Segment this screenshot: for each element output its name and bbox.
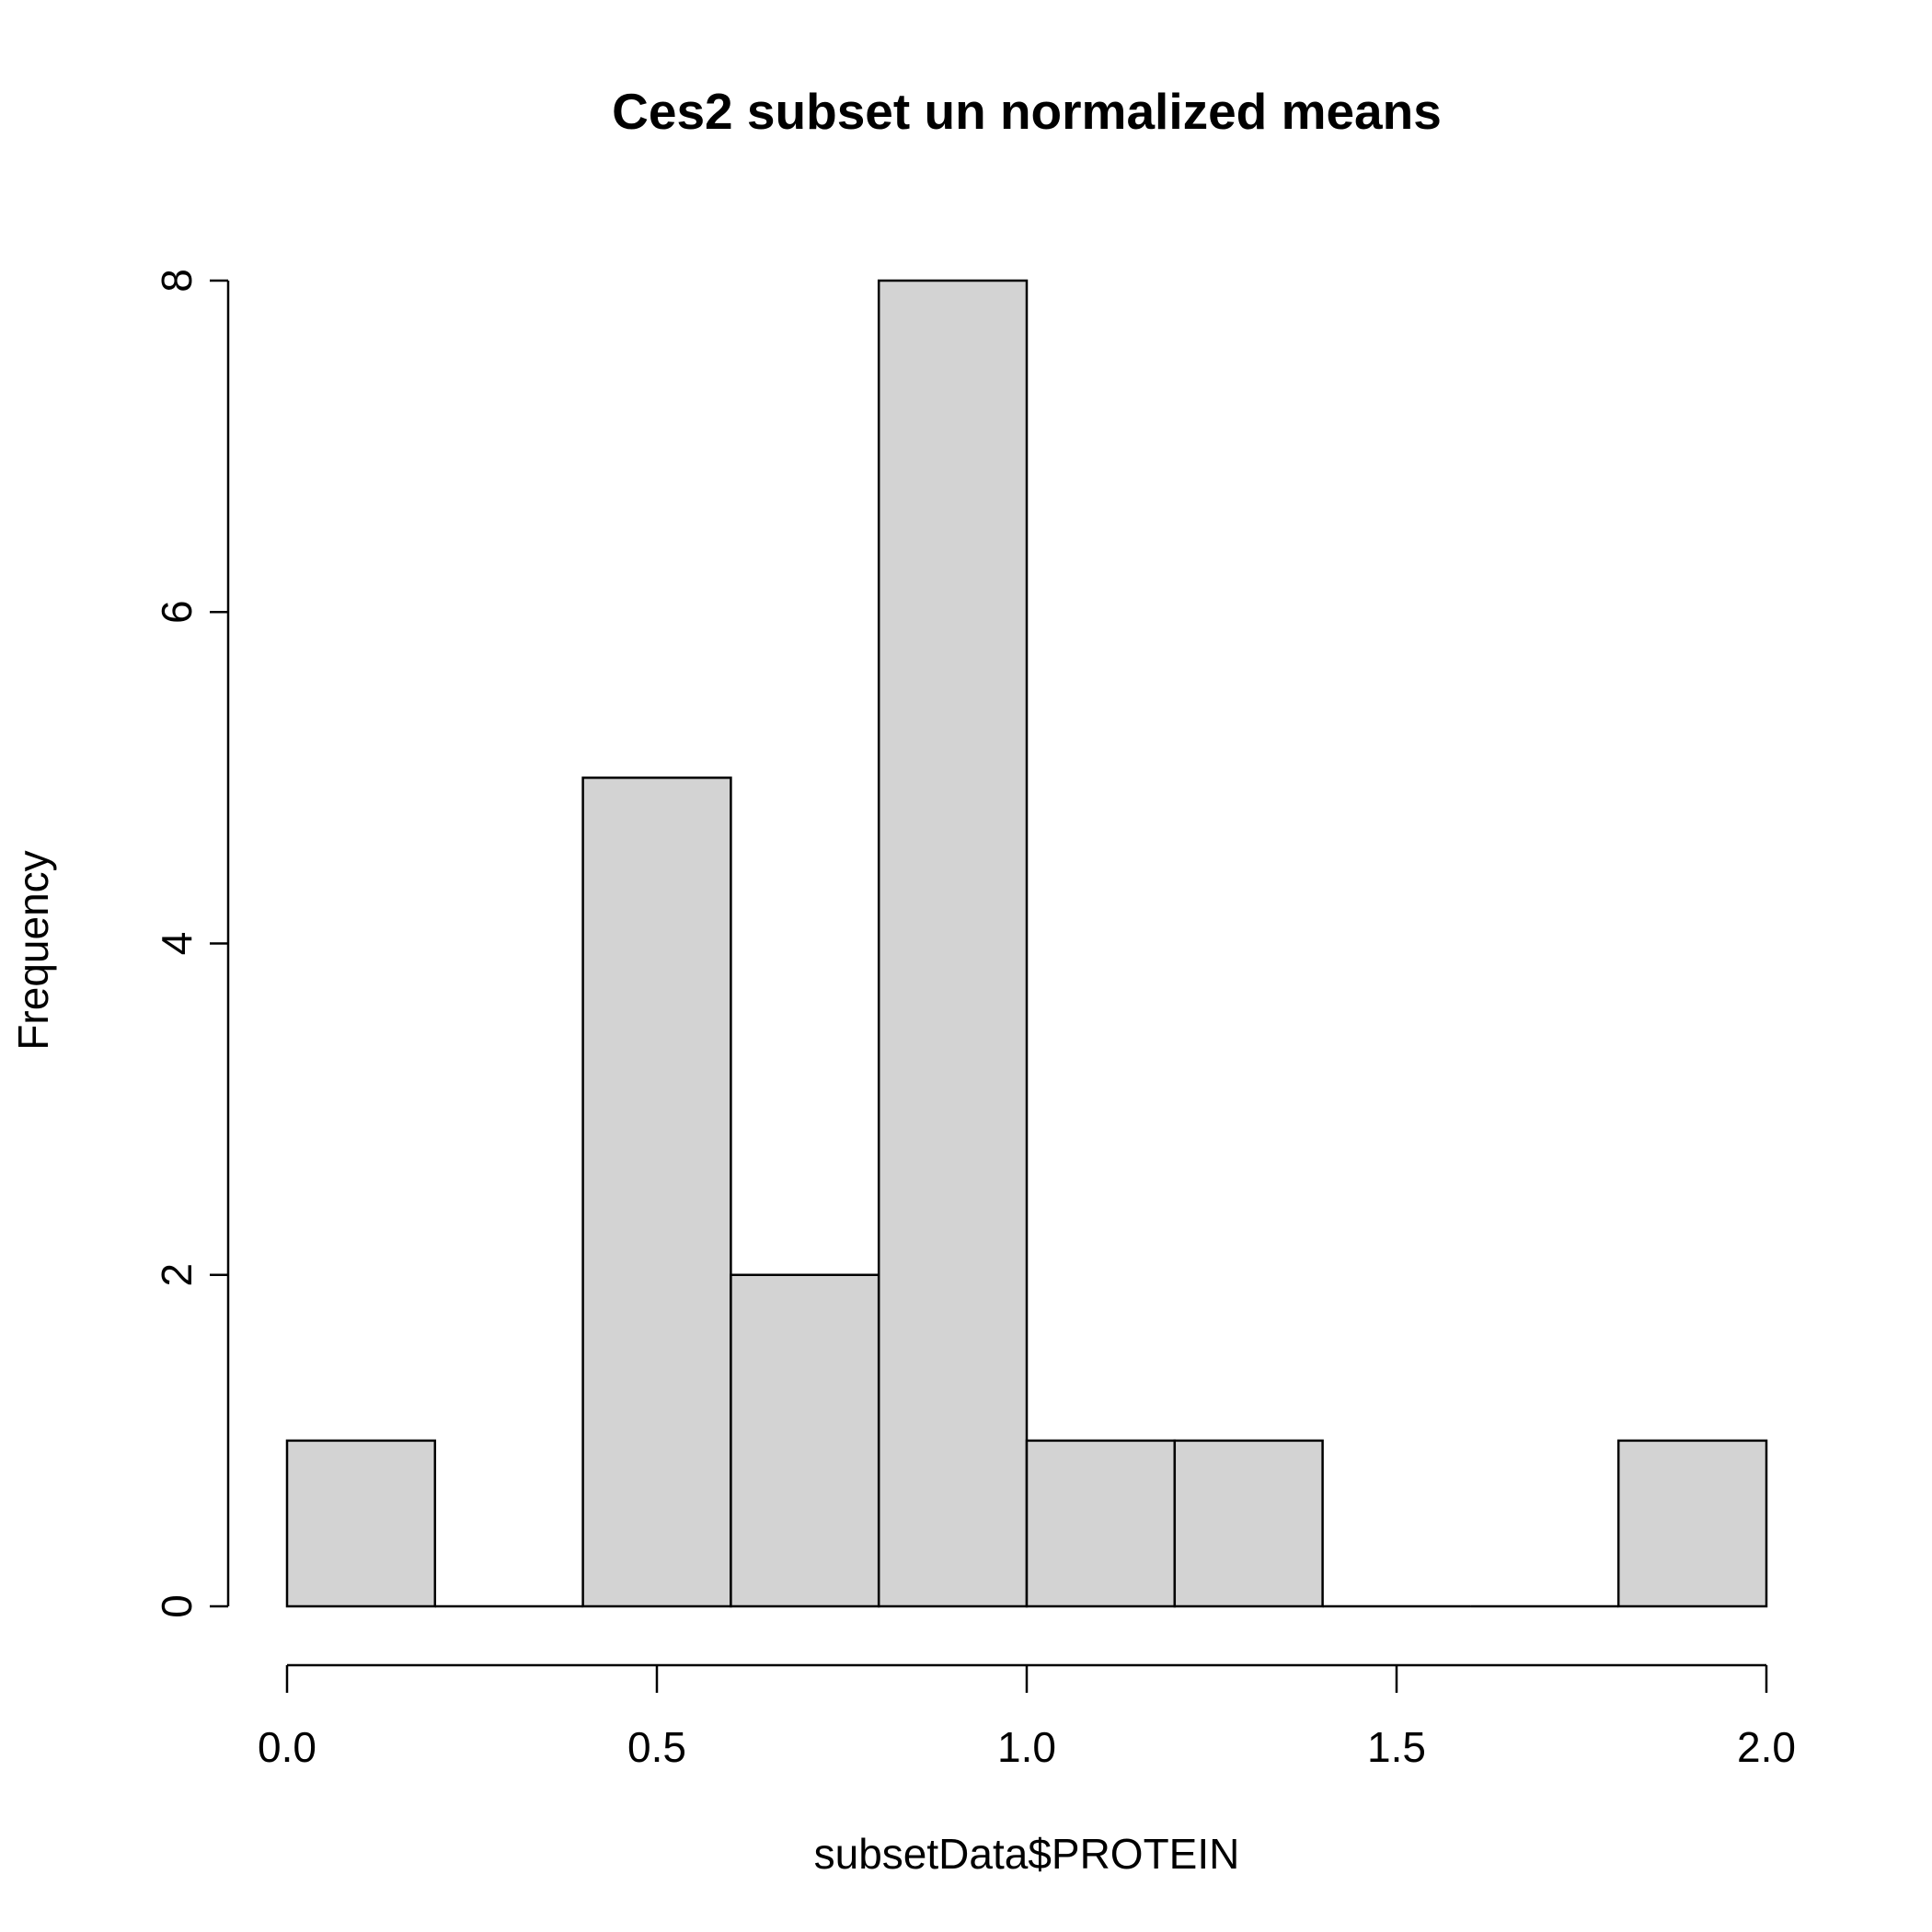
histogram-bar-4 xyxy=(877,279,1029,1608)
y-axis-label: Frequency xyxy=(9,850,57,1050)
x-tick-label: 1.0 xyxy=(997,1723,1056,1771)
x-tick-label: 2.0 xyxy=(1737,1723,1796,1771)
y-tick-label: 0 xyxy=(153,1594,201,1618)
bars-group xyxy=(285,279,1768,1608)
y-tick-label: 6 xyxy=(153,600,201,624)
x-tick-label: 0.5 xyxy=(627,1723,686,1771)
histogram-bar-6 xyxy=(1173,1439,1324,1608)
x-tick-label: 1.5 xyxy=(1367,1723,1426,1771)
histogram-bar-5 xyxy=(1025,1439,1177,1608)
histogram-bar-2 xyxy=(581,776,732,1608)
x-axis: 0.0 0.5 1.0 1.5 2.0 xyxy=(258,1663,1796,1771)
histogram-bar-3 xyxy=(730,1273,880,1608)
y-axis: 0 2 4 6 8 xyxy=(153,269,230,1618)
y-tick-label: 4 xyxy=(153,932,201,956)
x-tick-label: 0.0 xyxy=(258,1723,316,1771)
histogram-bar-9 xyxy=(1616,1439,1768,1608)
y-tick-label: 2 xyxy=(153,1263,201,1287)
chart-title: Ces2 subset un normalized means xyxy=(612,83,1442,140)
y-tick-label: 8 xyxy=(153,269,201,293)
x-axis-label: subsetData$PROTEIN xyxy=(814,1830,1240,1878)
histogram-bar-0 xyxy=(285,1439,437,1608)
